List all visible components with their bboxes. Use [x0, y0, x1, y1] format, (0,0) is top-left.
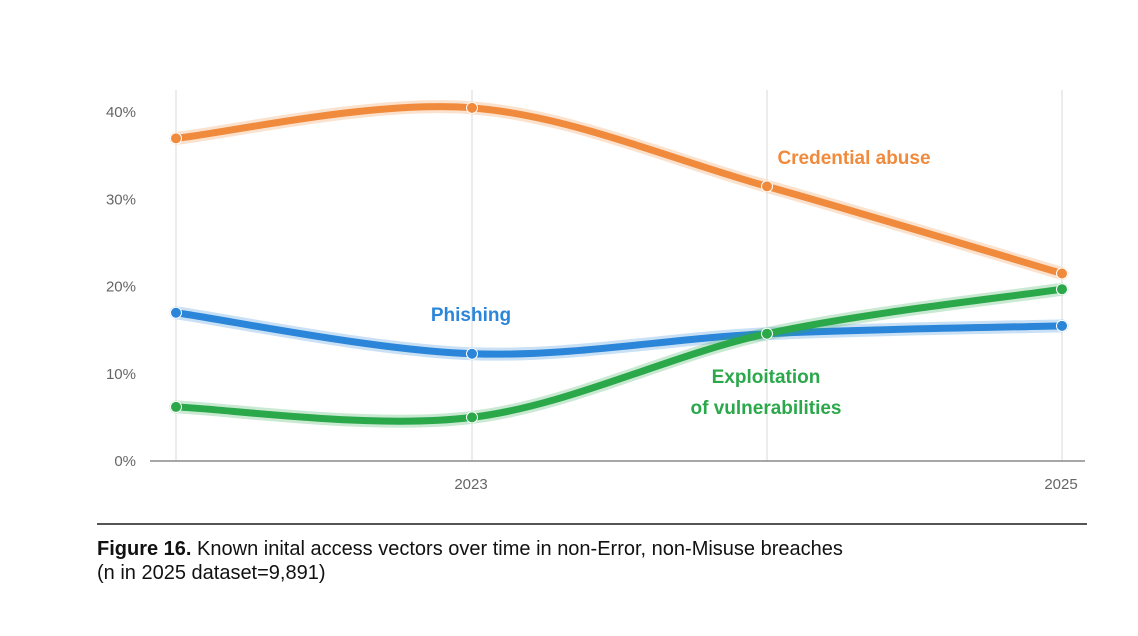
data-point-phishing-2022: [170, 306, 182, 319]
data-point-credential-abuse-2024: [761, 180, 773, 193]
data-point-phishing-2025: [1056, 319, 1068, 332]
series-label-phishing: Phishing: [431, 305, 511, 326]
data-point-exploitation-2024: [761, 327, 773, 340]
y-tick-label: 40%: [106, 104, 136, 121]
data-point-credential-abuse-2023: [466, 101, 478, 114]
data-point-exploitation-2022: [170, 400, 182, 413]
y-tick-label: 20%: [106, 279, 136, 296]
data-point-exploitation-2025: [1056, 283, 1068, 296]
y-tick-label: 10%: [106, 366, 136, 383]
figure-label: Figure 16.: [97, 538, 192, 560]
data-point-phishing-2023: [466, 347, 478, 360]
caption-divider: [97, 523, 1087, 525]
caption-text: Known inital access vectors over time in…: [191, 538, 843, 560]
caption-line-2: (n in 2025 dataset=9,891): [97, 562, 326, 584]
series-label-exploitation: Exploitation: [712, 367, 821, 388]
series-label-credential-abuse: Credential abuse: [777, 148, 930, 169]
data-point-credential-abuse-2022: [170, 132, 182, 145]
x-tick-label: 2023: [454, 476, 487, 493]
series-line-credential-abuse: [172, 103, 1066, 278]
line-chart: 0% 10% 20% 30% 40% 2023 2025 Credential abuse Ph…: [106, 90, 1085, 493]
series-line-phishing: [172, 309, 1066, 358]
data-point-credential-abuse-2025: [1056, 267, 1068, 280]
series-band-credential-abuse: [169, 100, 1069, 281]
y-tick-label: 0%: [114, 453, 136, 470]
x-tick-label: 2025: [1044, 476, 1077, 493]
y-tick-label: 30%: [106, 191, 136, 208]
series-line-exploitation: [172, 285, 1066, 425]
series-label-exploitation: of vulnerabilities: [691, 398, 842, 419]
data-point-exploitation-2023: [466, 411, 478, 424]
figure-caption: Figure 16. Known inital access vectors o…: [97, 537, 1087, 585]
